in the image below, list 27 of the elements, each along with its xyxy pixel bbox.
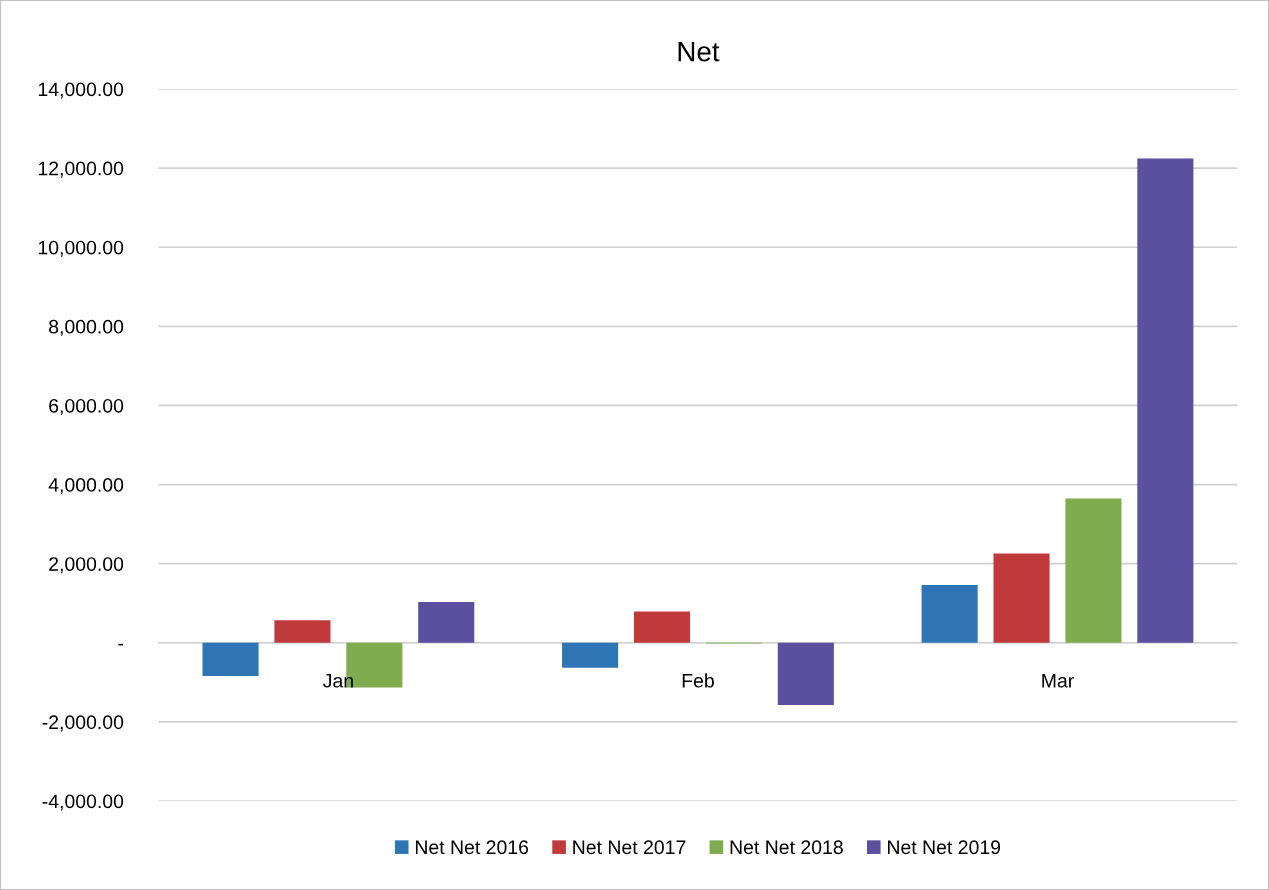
y-tick-label: 8,000.00 (49, 319, 124, 336)
chart-title: Net (678, 42, 720, 62)
y-tick-label: 10,000.00 (38, 240, 124, 257)
y-tick-label: 4,000.00 (48, 478, 124, 495)
y-tick-label: 12,000.00 (38, 161, 124, 178)
bar (562, 642, 619, 668)
bar (921, 585, 978, 643)
bar (202, 642, 259, 676)
y-tick-label: -4,000.00 (42, 794, 124, 811)
y-tick-label: -2,000.00 (42, 715, 124, 732)
bar (274, 620, 331, 643)
bar (777, 642, 834, 705)
bar (1137, 158, 1194, 643)
legend-label: Net Net 2016 (415, 840, 529, 855)
x-tick-label: Mar (1042, 674, 1074, 688)
bar (993, 553, 1050, 643)
legend-label: Net Net 2017 (573, 840, 686, 855)
bar (418, 602, 475, 643)
y-tick-label: 14,000.00 (38, 82, 124, 99)
y-tick-label: - (118, 643, 124, 646)
bar (633, 611, 691, 643)
y-tick-label: 6,000.00 (49, 398, 124, 415)
y-tick-label: 2,000.00 (49, 557, 124, 574)
x-tick-label: Feb (682, 673, 714, 688)
bar (1065, 498, 1122, 643)
legend-label: Net Net 2019 (888, 840, 1001, 855)
legend-label: Net Net 2018 (730, 840, 843, 855)
